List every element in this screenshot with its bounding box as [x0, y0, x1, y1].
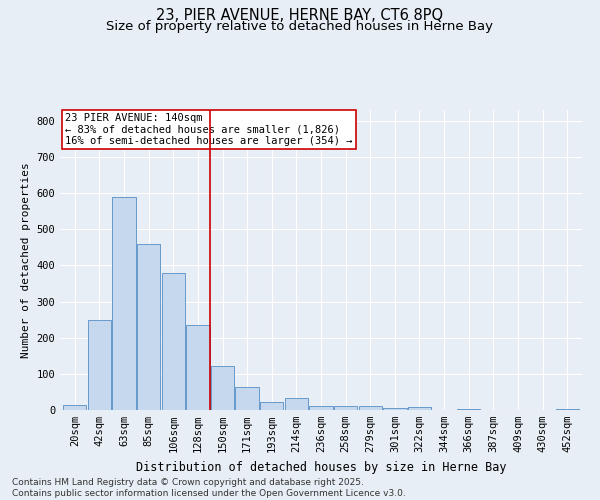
- Bar: [211, 366, 234, 410]
- Text: 23 PIER AVENUE: 140sqm
← 83% of detached houses are smaller (1,826)
16% of semi-: 23 PIER AVENUE: 140sqm ← 83% of detached…: [65, 113, 353, 146]
- Bar: [359, 406, 382, 410]
- Text: 23, PIER AVENUE, HERNE BAY, CT6 8PQ: 23, PIER AVENUE, HERNE BAY, CT6 8PQ: [157, 8, 443, 22]
- Bar: [260, 402, 283, 410]
- Text: Contains HM Land Registry data © Crown copyright and database right 2025.
Contai: Contains HM Land Registry data © Crown c…: [12, 478, 406, 498]
- Bar: [161, 272, 185, 410]
- Bar: [137, 244, 160, 410]
- Bar: [88, 320, 111, 410]
- Text: Size of property relative to detached houses in Herne Bay: Size of property relative to detached ho…: [107, 20, 493, 33]
- Bar: [112, 198, 136, 410]
- Bar: [235, 386, 259, 410]
- Y-axis label: Number of detached properties: Number of detached properties: [21, 162, 31, 358]
- Bar: [334, 406, 358, 410]
- Bar: [408, 407, 431, 410]
- Bar: [310, 406, 332, 410]
- Bar: [457, 409, 481, 410]
- Bar: [63, 404, 86, 410]
- Bar: [186, 325, 209, 410]
- Bar: [383, 408, 407, 410]
- X-axis label: Distribution of detached houses by size in Herne Bay: Distribution of detached houses by size …: [136, 460, 506, 473]
- Bar: [284, 398, 308, 410]
